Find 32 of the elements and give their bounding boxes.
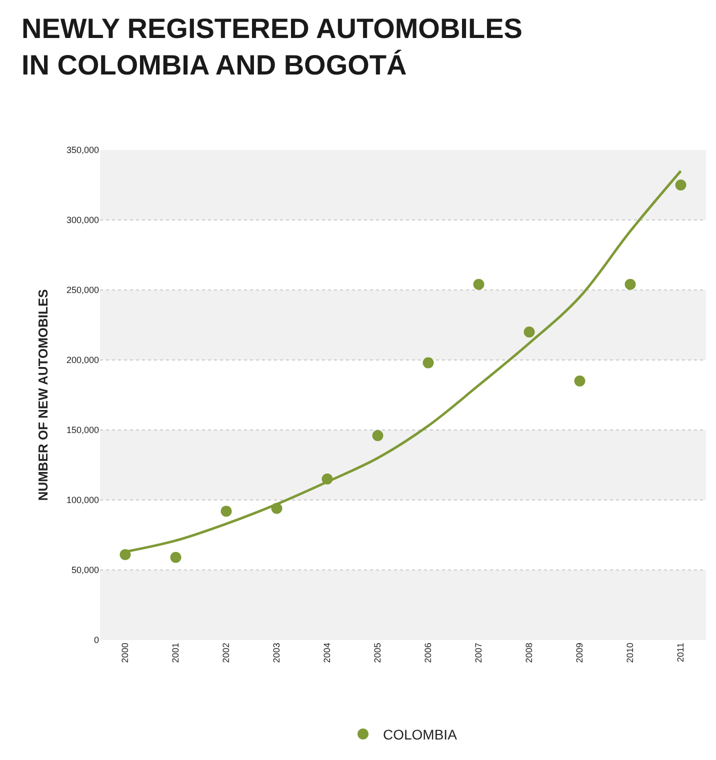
x-tick-label: 2003 [272, 642, 282, 663]
point [372, 430, 384, 442]
y-tick-label: 350,000 [66, 145, 99, 156]
point [422, 357, 434, 368]
x-tick-label: 2008 [524, 642, 534, 663]
point [675, 180, 686, 190]
x-tick-label: 2006 [423, 642, 434, 663]
x-tick-label: 2002 [221, 642, 232, 663]
y-tick-label: 100,000 [66, 495, 99, 506]
x-tick-label: 2001 [170, 642, 181, 663]
y-tick-label: 200,000 [66, 355, 99, 366]
y-tick-label: 0 [94, 635, 99, 646]
y-tick-label: 300,000 [66, 215, 99, 226]
x-tick-label: 2010 [625, 642, 636, 663]
legend-label: COLOMBIA [383, 726, 458, 742]
point [624, 278, 636, 290]
point [220, 506, 232, 517]
x-tick-label: 2005 [372, 642, 383, 663]
x-tick-label: 2009 [574, 642, 585, 663]
chart-title: NEWLY REGISTERED AUTOMOBILES IN COLOMBIA AND BOGOTÁ [21, 13, 522, 80]
point [170, 552, 182, 563]
x-tick-label: 2007 [474, 642, 484, 663]
point [574, 376, 586, 386]
y-tick-label: 150,000 [66, 425, 99, 436]
y-tick-label: 250,000 [66, 285, 99, 296]
x-tick-label: 2004 [322, 642, 332, 663]
point [473, 278, 484, 290]
x-tick-label: 2011 [676, 642, 686, 662]
y-tick-label: 50,000 [71, 565, 99, 576]
x-tick-label: 2000 [120, 642, 130, 663]
point [524, 326, 535, 338]
y-axis-title: NUMBER OF NEW AUTOMOBILES [35, 288, 50, 501]
